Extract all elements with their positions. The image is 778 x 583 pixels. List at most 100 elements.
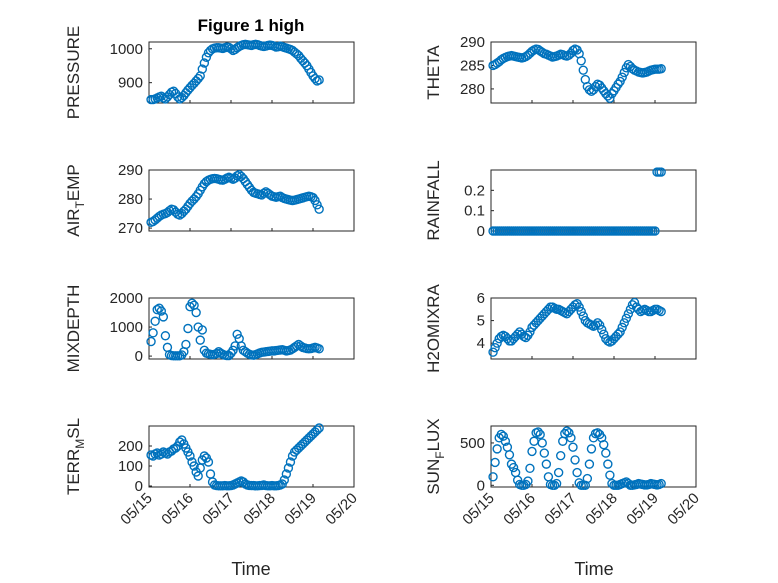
y-tick-label: 500: [460, 435, 485, 452]
y-tick-label: 0: [477, 223, 485, 240]
data-point: [551, 478, 562, 489]
y-tick-label: 1000: [110, 319, 143, 336]
data-point: [590, 320, 601, 330]
data-point: [490, 457, 500, 468]
data-point: [281, 469, 292, 479]
axes-frame: [148, 41, 355, 104]
x-tick-label: 05/16: [500, 490, 539, 529]
y-tick-label: 280: [118, 191, 143, 208]
data-point: [283, 463, 294, 473]
x-axis-label-right: Time: [574, 559, 613, 579]
data-point: [150, 316, 160, 326]
data-point: [578, 311, 588, 321]
y-axis-label: H2OMIXRA: [424, 283, 443, 372]
y-tick-label: 290: [460, 34, 485, 51]
data-point: [613, 79, 623, 89]
data-point: [158, 312, 169, 322]
y-tick-label: 280: [460, 81, 485, 98]
data-point: [525, 463, 535, 474]
data-point: [508, 462, 519, 473]
data-point: [195, 335, 205, 345]
data-point: [580, 480, 590, 491]
data-point: [310, 73, 320, 84]
data-point: [617, 322, 627, 333]
subplot-h2omixra: 4 5 6 H2OMIXRA: [424, 283, 697, 373]
data-point: [568, 442, 578, 452]
y-tick-label: 0: [135, 478, 143, 495]
data-point: [572, 467, 582, 478]
y-tick-label: 270: [118, 220, 143, 237]
data-point: [203, 457, 214, 467]
data-point: [199, 58, 210, 68]
data-point: [226, 44, 236, 54]
data-point: [314, 204, 324, 214]
y-axis-label: RAINFALL: [424, 160, 443, 240]
data-point: [523, 476, 533, 486]
data-point: [656, 306, 666, 317]
data-point: [537, 438, 547, 448]
data-point: [578, 65, 588, 75]
axes-frame: [148, 425, 355, 488]
data-point: [603, 459, 613, 469]
data-point: [152, 304, 162, 315]
y-tick-label: 2000: [110, 290, 143, 307]
data-point: [189, 461, 199, 471]
data-point: [541, 459, 552, 469]
data-point: [621, 313, 631, 324]
subplot-theta: 280 285 290 THETA: [424, 34, 697, 104]
data-point: [197, 325, 208, 335]
data-point: [496, 429, 506, 440]
data-point: [570, 455, 580, 465]
y-tick-label: 4: [477, 335, 485, 352]
x-tick-label: 05/15: [459, 490, 498, 529]
data-point: [310, 195, 320, 206]
data-point: [500, 436, 511, 446]
data-point: [533, 427, 543, 437]
data-point: [525, 327, 535, 337]
data-point: [656, 478, 666, 489]
axes-frame: [490, 425, 697, 488]
y-tick-label: 0: [135, 348, 143, 365]
data-point: [492, 338, 502, 348]
data-point: [615, 327, 625, 337]
data-point: [601, 448, 611, 458]
subplot-rainfall: 0 0.1 0.2 RAINFALL: [424, 160, 697, 241]
data-point: [597, 324, 607, 335]
subplot-terr-msl: 0 100 200 05/15 05/16 05/17 05/18 05/19 05/20 TER…: [64, 418, 361, 528]
data-point: [259, 188, 269, 198]
data-point: [619, 318, 629, 328]
data-point: [201, 52, 212, 62]
data-point: [650, 226, 660, 236]
data-point: [594, 320, 605, 330]
data-point: [562, 426, 572, 436]
data-point: [314, 75, 324, 85]
data-point: [656, 167, 666, 177]
data-point: [586, 444, 597, 454]
data-point: [156, 306, 167, 316]
data-point: [566, 433, 576, 443]
data-point: [656, 64, 666, 74]
y-tick-label: 100: [118, 458, 143, 475]
data-point: [492, 444, 502, 454]
data-point: [279, 475, 289, 485]
data-point: [183, 323, 193, 334]
data-point: [160, 331, 171, 341]
data-point: [605, 93, 615, 104]
data-point: [148, 328, 158, 338]
data-point: [197, 64, 208, 74]
data-point: [312, 200, 322, 210]
data-point: [617, 72, 627, 82]
data-point: [629, 297, 640, 308]
subplot-air-temp: 270 280 290 AIRTEMP: [64, 162, 355, 237]
data-point: [312, 425, 322, 435]
data-point: [560, 428, 570, 439]
subplot-pressure: 900 1000 PRESSURE: [64, 26, 355, 119]
x-tick-label: 05/17: [541, 490, 580, 529]
data-point: [527, 446, 537, 457]
x-tick-label: 05/17: [199, 490, 238, 529]
data-point: [597, 433, 607, 443]
axes-frame: [148, 169, 355, 232]
y-axis-label: SUNFLUX: [424, 418, 447, 494]
x-tick-label: 05/18: [582, 490, 621, 529]
y-tick-label: 285: [460, 57, 485, 74]
